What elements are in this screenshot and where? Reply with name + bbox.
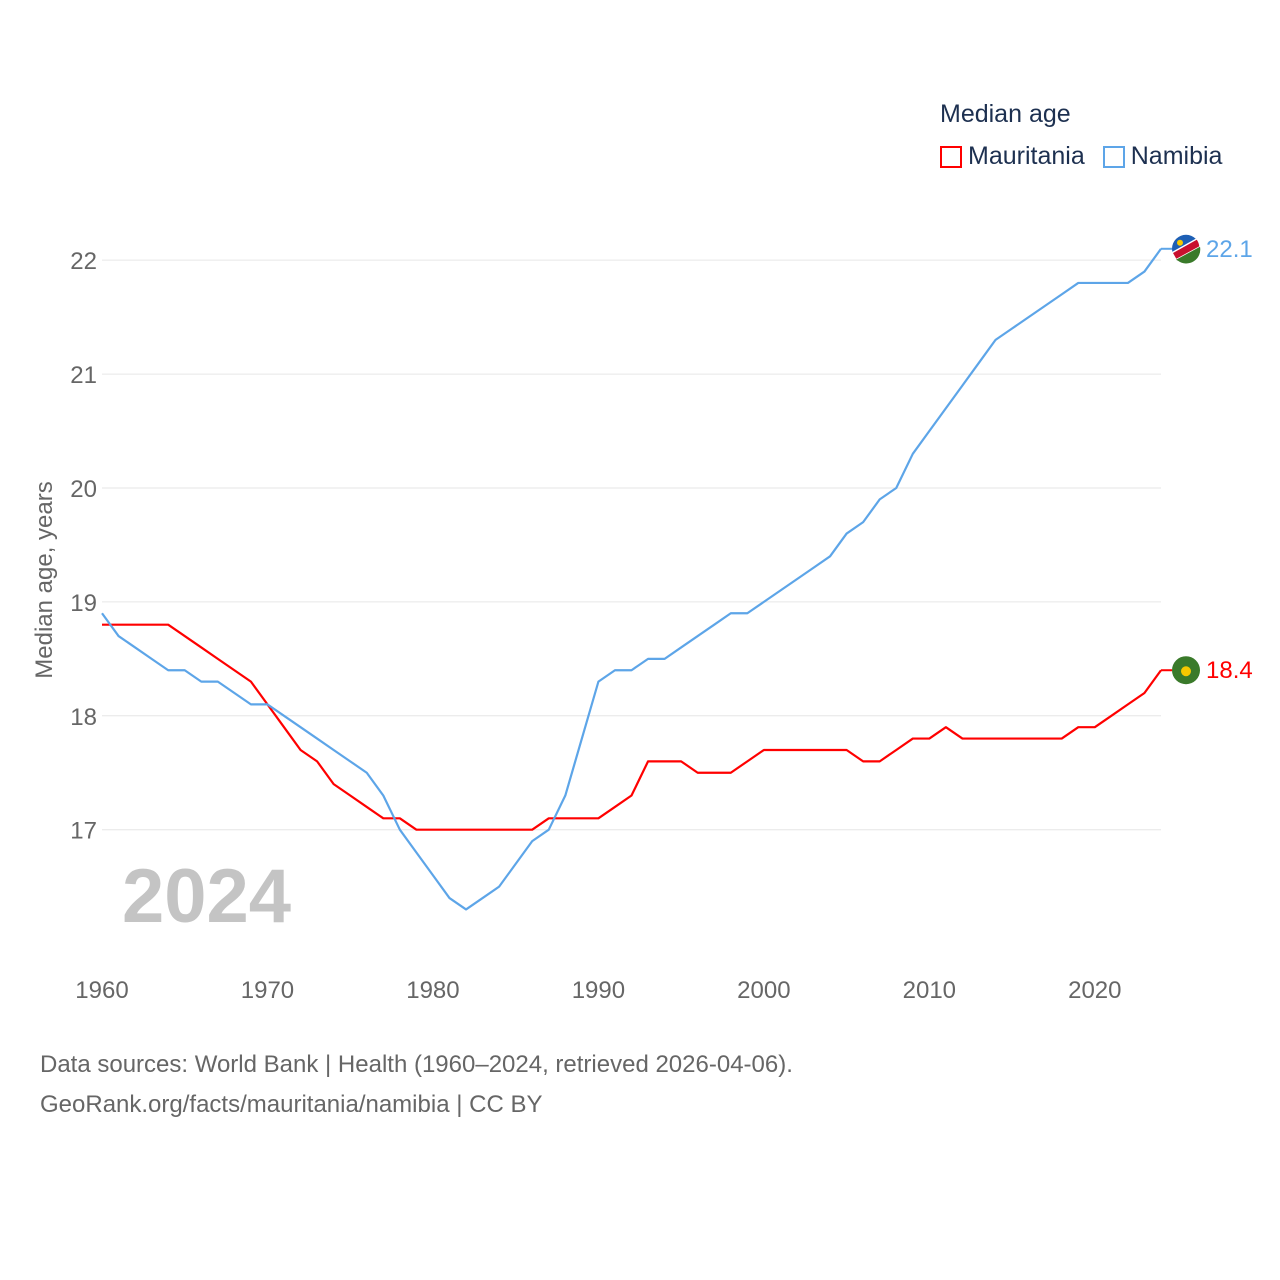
footer: Data sources: World Bank | Health (1960–… <box>40 1045 793 1125</box>
x-tick-label: 1960 <box>75 977 128 1004</box>
year-watermark: 2024 <box>122 854 291 939</box>
flag-sun <box>1177 239 1183 246</box>
legend-label: Mauritania <box>968 142 1085 170</box>
source-link[interactable]: GeoRank.org/facts/mauritania/namibia | C… <box>40 1091 543 1118</box>
legend: Mauritania Namibia <box>940 142 1222 171</box>
x-tick-label: 2010 <box>903 977 956 1004</box>
x-tick-label: 2000 <box>737 977 790 1004</box>
flag-stripe <box>1170 237 1201 261</box>
legend-title: Median age <box>940 100 1071 128</box>
x-tick-label: 2020 <box>1068 977 1121 1004</box>
legend-label: Namibia <box>1130 142 1223 170</box>
y-tick-label: 17 <box>70 818 97 845</box>
flag-crescent <box>1181 666 1191 677</box>
legend-swatch <box>940 145 962 168</box>
y-tick-label: 21 <box>70 362 97 389</box>
x-tick-label: 1980 <box>406 977 459 1004</box>
end-value-label: 18.4 <box>1206 657 1253 684</box>
y-tick-label: 19 <box>70 590 97 617</box>
series-line-mauritania <box>102 623 1162 831</box>
y-tick-label: 18 <box>70 704 97 731</box>
data-source-text: Data sources: World Bank | Health (1960–… <box>40 1051 793 1078</box>
y-axis-label: Median age, years <box>31 481 58 678</box>
y-tick-label: 20 <box>70 476 97 503</box>
end-value-label: 22.1 <box>1206 236 1253 263</box>
legend-item-mauritania[interactable]: Mauritania <box>940 142 1085 171</box>
legend-item-namibia[interactable]: Namibia <box>1102 142 1223 171</box>
x-tick-label: 1970 <box>241 977 294 1004</box>
x-tick-label: 1990 <box>572 977 625 1004</box>
y-tick-label: 22 <box>70 248 97 275</box>
legend-swatch <box>1102 145 1125 168</box>
series-line-namibia <box>101 248 1162 911</box>
flag-green <box>1176 246 1201 264</box>
